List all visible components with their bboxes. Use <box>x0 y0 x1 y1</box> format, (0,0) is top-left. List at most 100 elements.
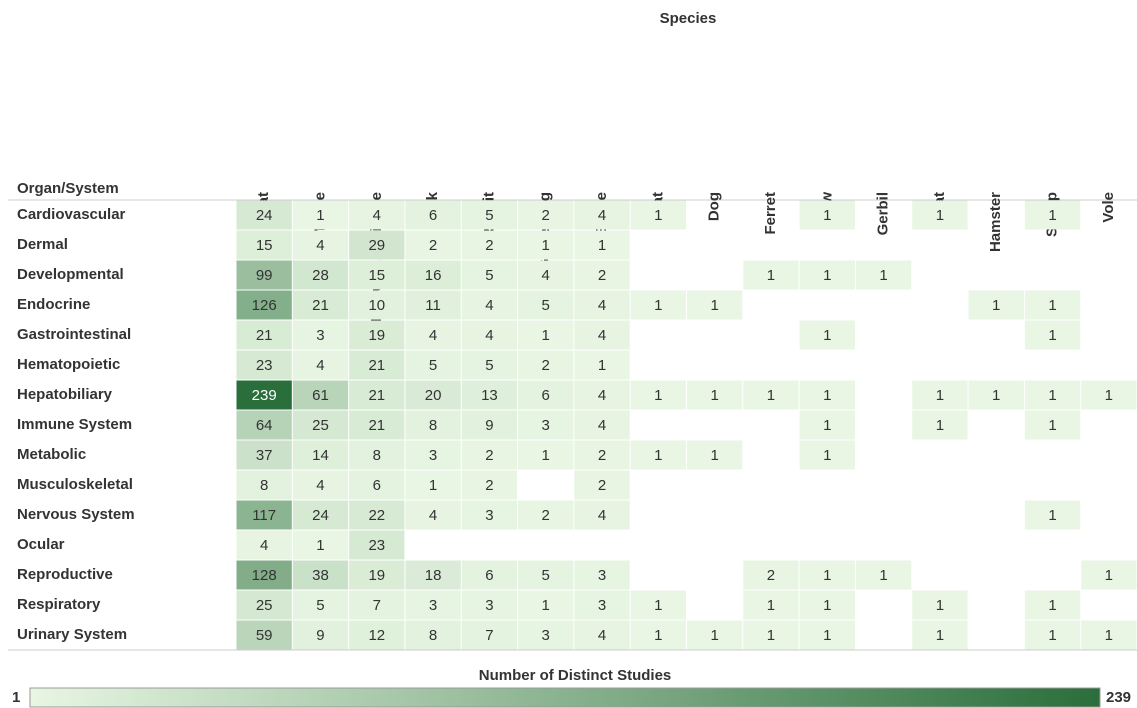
cell-value: 1 <box>823 387 831 404</box>
cell <box>518 590 574 620</box>
row-label: Musculoskeletal <box>17 476 133 493</box>
cell-value: 1 <box>1048 387 1056 404</box>
legend-title: Number of Distinct Studies <box>479 667 672 684</box>
cell <box>461 380 518 410</box>
cell-value: 29 <box>368 237 385 254</box>
row-label: Endocrine <box>17 296 90 313</box>
column-label: Ferret <box>762 192 779 235</box>
cell <box>518 200 574 230</box>
row-label: Gastrointestinal <box>17 326 131 343</box>
cell <box>292 410 349 440</box>
cell <box>236 560 292 590</box>
cell <box>1024 500 1081 530</box>
cell-value: 5 <box>429 357 437 374</box>
cell <box>405 230 461 260</box>
cell-value: 5 <box>316 597 324 614</box>
cell <box>349 410 405 440</box>
cell-value: 3 <box>598 597 606 614</box>
cell-value: 1 <box>936 627 944 644</box>
cell-value: 2 <box>485 447 493 464</box>
cell-value: 19 <box>368 567 385 584</box>
cell-value: 7 <box>373 597 381 614</box>
cell-value: 1 <box>542 327 550 344</box>
cell <box>968 290 1024 320</box>
cell-value: 1 <box>710 447 718 464</box>
cell-value: 2 <box>542 207 550 224</box>
cell <box>349 590 405 620</box>
cell <box>912 380 968 410</box>
legend-max: 239 <box>1106 689 1131 706</box>
column-label: Hamster <box>987 192 1004 252</box>
cell <box>630 440 686 470</box>
cell-value: 1 <box>1048 507 1056 524</box>
cell <box>1024 320 1081 350</box>
cell-value: 16 <box>425 267 442 284</box>
cell-value: 4 <box>260 537 268 554</box>
cell <box>1024 590 1081 620</box>
cell <box>292 620 349 650</box>
cell <box>236 440 292 470</box>
cell <box>405 260 461 290</box>
cell <box>687 620 743 650</box>
cell-value: 37 <box>256 447 273 464</box>
cell-value: 1 <box>1048 207 1056 224</box>
cell-value: 1 <box>936 387 944 404</box>
cell <box>518 350 574 380</box>
cell <box>799 260 855 290</box>
cell-value: 1 <box>879 267 887 284</box>
cell <box>349 380 405 410</box>
cell-value: 24 <box>256 207 273 224</box>
cell <box>1024 290 1081 320</box>
column-label: Dog <box>706 192 723 221</box>
cell <box>687 440 743 470</box>
cell-value: 2 <box>485 477 493 494</box>
cell-value: 4 <box>485 297 493 314</box>
cell-value: 4 <box>598 387 606 404</box>
cell <box>1024 200 1081 230</box>
row-label: Developmental <box>17 266 124 283</box>
cell-value: 61 <box>312 387 329 404</box>
cell-value: 2 <box>767 567 775 584</box>
cell-value: 10 <box>368 297 385 314</box>
row-label: Urinary System <box>17 626 127 643</box>
cell <box>687 380 743 410</box>
cell <box>461 230 518 260</box>
cell-value: 1 <box>767 387 775 404</box>
cell <box>574 500 630 530</box>
cell <box>912 410 968 440</box>
cell <box>349 500 405 530</box>
cell <box>405 410 461 440</box>
cell-value: 1 <box>992 387 1000 404</box>
cell-value: 5 <box>485 267 493 284</box>
cell <box>518 440 574 470</box>
cell <box>236 260 292 290</box>
cell <box>349 620 405 650</box>
cell <box>292 560 349 590</box>
cell-value: 14 <box>312 447 329 464</box>
cell <box>912 620 968 650</box>
cell-value: 4 <box>485 327 493 344</box>
cell-value: 2 <box>598 267 606 284</box>
cell-value: 1 <box>429 477 437 494</box>
cell-value: 1 <box>936 417 944 434</box>
cell <box>405 620 461 650</box>
cell <box>743 590 799 620</box>
cell <box>292 350 349 380</box>
cell <box>349 290 405 320</box>
cell-value: 1 <box>936 597 944 614</box>
cell-value: 21 <box>368 357 385 374</box>
cell <box>1081 380 1137 410</box>
cell <box>236 500 292 530</box>
cell <box>236 320 292 350</box>
cell <box>1081 620 1137 650</box>
cell <box>236 410 292 440</box>
cell-value: 4 <box>598 417 606 434</box>
cell-value: 22 <box>368 507 385 524</box>
cell <box>855 260 912 290</box>
cell <box>292 380 349 410</box>
cell <box>743 260 799 290</box>
cell <box>574 260 630 290</box>
cell <box>574 590 630 620</box>
cell <box>799 560 855 590</box>
